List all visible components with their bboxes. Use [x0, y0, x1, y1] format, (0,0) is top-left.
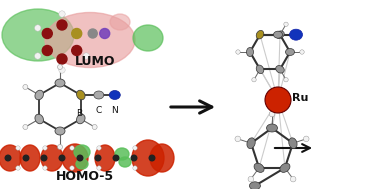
Ellipse shape [119, 157, 131, 167]
Circle shape [92, 125, 97, 129]
Text: C: C [96, 106, 102, 115]
Ellipse shape [247, 138, 255, 149]
Circle shape [23, 155, 29, 161]
Circle shape [57, 145, 63, 149]
Circle shape [59, 155, 65, 161]
Circle shape [5, 155, 11, 161]
Circle shape [149, 155, 155, 161]
Text: Ru: Ru [292, 93, 308, 103]
Ellipse shape [276, 31, 284, 38]
Ellipse shape [289, 138, 297, 149]
Ellipse shape [290, 29, 303, 40]
Circle shape [252, 77, 256, 82]
Circle shape [59, 11, 65, 17]
Circle shape [131, 155, 137, 161]
Ellipse shape [35, 90, 44, 100]
Circle shape [41, 155, 47, 161]
Text: HOMO-5: HOMO-5 [56, 170, 114, 183]
Ellipse shape [76, 90, 85, 100]
Circle shape [16, 146, 20, 150]
Circle shape [269, 111, 275, 117]
Text: N: N [111, 106, 118, 115]
Circle shape [236, 50, 240, 54]
Ellipse shape [249, 182, 260, 189]
Circle shape [300, 50, 304, 54]
Circle shape [100, 29, 110, 39]
Circle shape [57, 54, 67, 64]
Circle shape [57, 20, 67, 30]
Circle shape [16, 166, 20, 170]
Ellipse shape [280, 163, 290, 172]
Circle shape [77, 155, 83, 161]
Ellipse shape [45, 12, 135, 67]
Circle shape [57, 64, 63, 70]
Ellipse shape [55, 127, 65, 135]
Circle shape [265, 87, 291, 113]
Ellipse shape [110, 14, 130, 30]
Circle shape [284, 77, 288, 82]
Ellipse shape [115, 148, 129, 160]
Ellipse shape [273, 31, 282, 38]
Circle shape [95, 155, 101, 161]
Ellipse shape [41, 145, 63, 171]
Ellipse shape [254, 163, 264, 172]
Circle shape [113, 155, 119, 161]
Circle shape [70, 146, 74, 150]
Circle shape [83, 53, 90, 59]
Ellipse shape [62, 144, 88, 172]
Text: B: B [76, 109, 82, 118]
Ellipse shape [285, 49, 294, 56]
Ellipse shape [2, 9, 74, 61]
Circle shape [34, 53, 41, 59]
Circle shape [290, 176, 296, 182]
Circle shape [88, 29, 97, 38]
Text: LUMO: LUMO [75, 55, 115, 68]
Circle shape [42, 29, 52, 39]
Ellipse shape [76, 114, 85, 124]
Ellipse shape [76, 159, 88, 169]
Circle shape [97, 146, 101, 150]
Ellipse shape [95, 145, 115, 171]
Ellipse shape [74, 145, 90, 159]
Circle shape [34, 25, 41, 31]
Circle shape [303, 136, 309, 142]
Ellipse shape [276, 66, 284, 73]
Ellipse shape [20, 145, 40, 171]
Circle shape [133, 146, 137, 150]
Ellipse shape [150, 144, 174, 172]
Circle shape [248, 176, 254, 182]
Circle shape [59, 67, 65, 73]
Ellipse shape [55, 79, 65, 87]
Ellipse shape [133, 25, 163, 51]
Circle shape [97, 166, 101, 170]
Ellipse shape [0, 145, 21, 171]
Circle shape [43, 166, 47, 170]
Ellipse shape [94, 91, 104, 99]
Circle shape [23, 84, 28, 90]
Circle shape [133, 166, 137, 170]
Ellipse shape [246, 47, 254, 57]
Circle shape [23, 125, 28, 129]
Circle shape [72, 29, 82, 39]
Circle shape [284, 22, 288, 26]
Ellipse shape [256, 65, 264, 74]
Circle shape [43, 146, 47, 150]
Ellipse shape [132, 140, 164, 176]
Ellipse shape [109, 91, 120, 99]
Ellipse shape [35, 114, 44, 124]
Circle shape [42, 46, 52, 56]
Ellipse shape [267, 124, 278, 132]
Circle shape [70, 166, 74, 170]
Ellipse shape [256, 30, 264, 39]
Circle shape [72, 46, 82, 56]
Circle shape [235, 136, 240, 142]
